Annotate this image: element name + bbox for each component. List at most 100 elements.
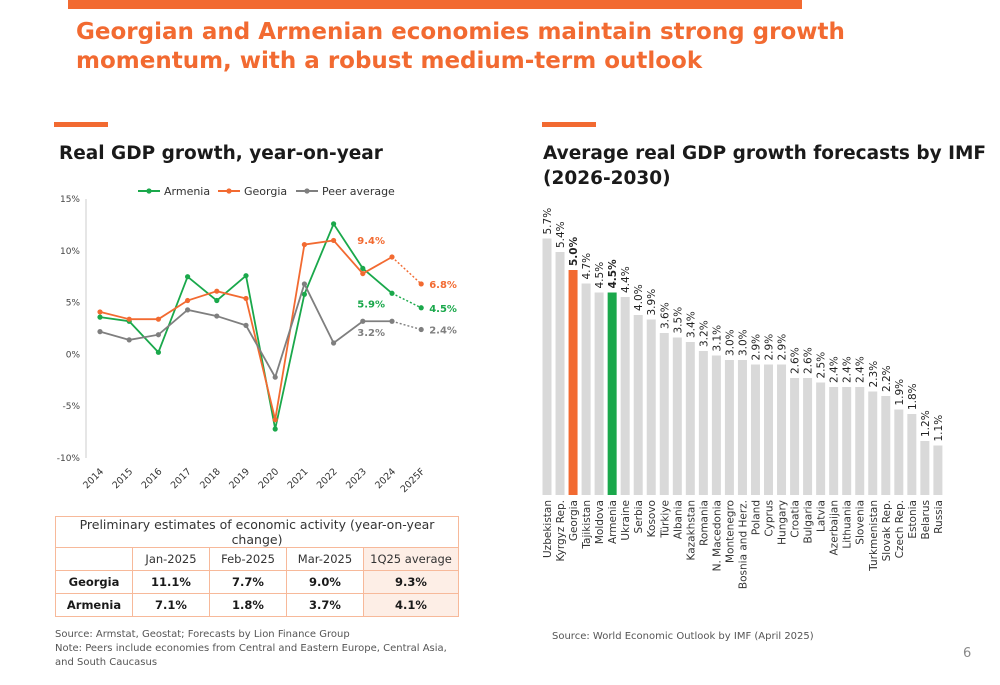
bar-value-label: 1.9% [894, 379, 906, 406]
bar [790, 378, 800, 495]
x-tick-label: 2020 [256, 466, 281, 491]
bar-category-label: Belarus [920, 500, 932, 539]
bar-category-label: Croatia [790, 500, 802, 538]
table-header-empty [55, 547, 133, 571]
bar [829, 387, 839, 495]
gdp-growth-line-chart: 15% 10% 5% 0% -5% -10%2014 2015 2016 2017 2018 201… [57, 185, 457, 495]
bar-category-label: Albania [672, 500, 684, 539]
right-chart-title: Average real GDP growth forecasts by IMF… [543, 141, 986, 191]
left-source-note: Source: Armstat, Geostat; Forecasts by L… [55, 628, 447, 670]
bar-category-label: Moldova [594, 500, 606, 544]
bar [581, 283, 591, 495]
bar-value-label: 4.5% [607, 259, 619, 289]
bar [816, 382, 826, 495]
data-point-marker [301, 291, 307, 297]
data-point-marker [126, 316, 132, 322]
x-tick-label: 2022 [315, 466, 340, 491]
data-label: 2.4% [429, 326, 457, 337]
table-cell: 3.7% [286, 593, 364, 617]
table-header-cell: Feb-2025 [209, 547, 287, 571]
table-row-label: Georgia [55, 570, 133, 594]
data-point-marker [418, 326, 424, 333]
data-point-marker [331, 340, 337, 346]
data-point-marker [97, 314, 103, 320]
bar [868, 391, 878, 495]
legend-label: Peer average [322, 185, 395, 198]
x-tick-label: 2023 [344, 466, 369, 491]
bar [672, 337, 682, 495]
headline-line-2: momentum, with a robust medium-term outl… [76, 48, 703, 74]
data-point-marker [301, 281, 307, 287]
bar-category-label: Bosnia and Herz. [737, 500, 749, 589]
data-point-marker [272, 417, 278, 423]
data-label: 4.5% [429, 304, 457, 315]
bar-category-label: Slovak Rep. [881, 500, 893, 561]
bar-value-label: 5.0% [568, 236, 580, 266]
data-point-marker [214, 288, 220, 294]
data-point-marker [418, 281, 424, 287]
bar [607, 292, 617, 495]
x-tick-label: 2014 [81, 466, 106, 491]
bar-value-label: 2.9% [777, 334, 789, 361]
bar-category-label: Azerbaijan [829, 500, 841, 556]
bar [842, 387, 852, 495]
bar [764, 364, 774, 495]
bar [750, 364, 760, 495]
bar-category-label: Türkiye [659, 500, 671, 539]
bar-value-label: 2.4% [855, 356, 867, 383]
bar [646, 319, 656, 495]
bar [933, 445, 943, 495]
bar-category-label: N. Macedonia [711, 500, 723, 571]
table-cell: 4.1% [362, 593, 460, 617]
data-point-marker [185, 297, 191, 304]
data-point-marker [155, 349, 161, 355]
x-tick-label: 2021 [286, 466, 311, 491]
data-label: 9.4% [357, 236, 385, 247]
bar [724, 360, 734, 495]
bar [907, 414, 917, 495]
y-tick-label: 5% [66, 299, 81, 309]
bar-value-label: 4.0% [633, 284, 645, 311]
left-accent-mark [54, 122, 108, 127]
bar-value-label: 3.0% [724, 329, 736, 356]
bar-value-label: 2.3% [868, 361, 880, 388]
bar [894, 409, 904, 495]
data-point-marker [214, 297, 220, 304]
data-point-marker [185, 274, 191, 280]
bar-category-label: Bulgaria [803, 500, 815, 544]
bar-category-label: Lithuania [842, 500, 854, 549]
bar-category-label: Czech Rep. [894, 500, 906, 558]
table-cell: 9.0% [286, 570, 364, 594]
bar [737, 360, 747, 495]
bar-value-label: 5.7% [542, 208, 554, 235]
x-tick-label: 2019 [227, 466, 252, 491]
bar-category-label: Slovenia [855, 500, 867, 545]
data-point-marker [360, 270, 366, 277]
y-tick-label: 15% [60, 195, 80, 205]
bar-category-label: Latvia [816, 500, 828, 532]
data-point-marker [389, 254, 395, 260]
data-point-marker [243, 322, 249, 328]
x-tick-label: 2015 [110, 466, 135, 491]
table-row: Armenia 7.1% 1.8% 3.7% 4.1% [55, 593, 460, 617]
bar-value-label: 2.4% [829, 356, 841, 383]
table-cell: 11.1% [132, 570, 210, 594]
preliminary-estimates-table: Preliminary estimates of economic activi… [54, 516, 460, 617]
data-point-marker [155, 316, 161, 322]
data-point-marker [97, 329, 103, 335]
bar-category-label: Kyrgyz Rep. [555, 500, 567, 561]
right-accent-mark [542, 122, 596, 127]
bar-value-label: 2.9% [764, 334, 776, 361]
bar [555, 252, 565, 495]
bar [698, 351, 708, 495]
data-point-marker [272, 374, 278, 380]
bar-value-label: 3.2% [698, 320, 710, 347]
bar [711, 355, 721, 495]
top-accent-bar [68, 0, 802, 9]
bar-category-label: Tajikistan [581, 500, 593, 550]
x-tick-label: 2018 [198, 466, 223, 491]
x-tick-label: 2025F [399, 466, 428, 495]
bar-value-label: 1.8% [907, 383, 919, 410]
right-chart-title-line-2: (2026-2030) [543, 168, 671, 189]
page-number: 6 [963, 646, 972, 661]
